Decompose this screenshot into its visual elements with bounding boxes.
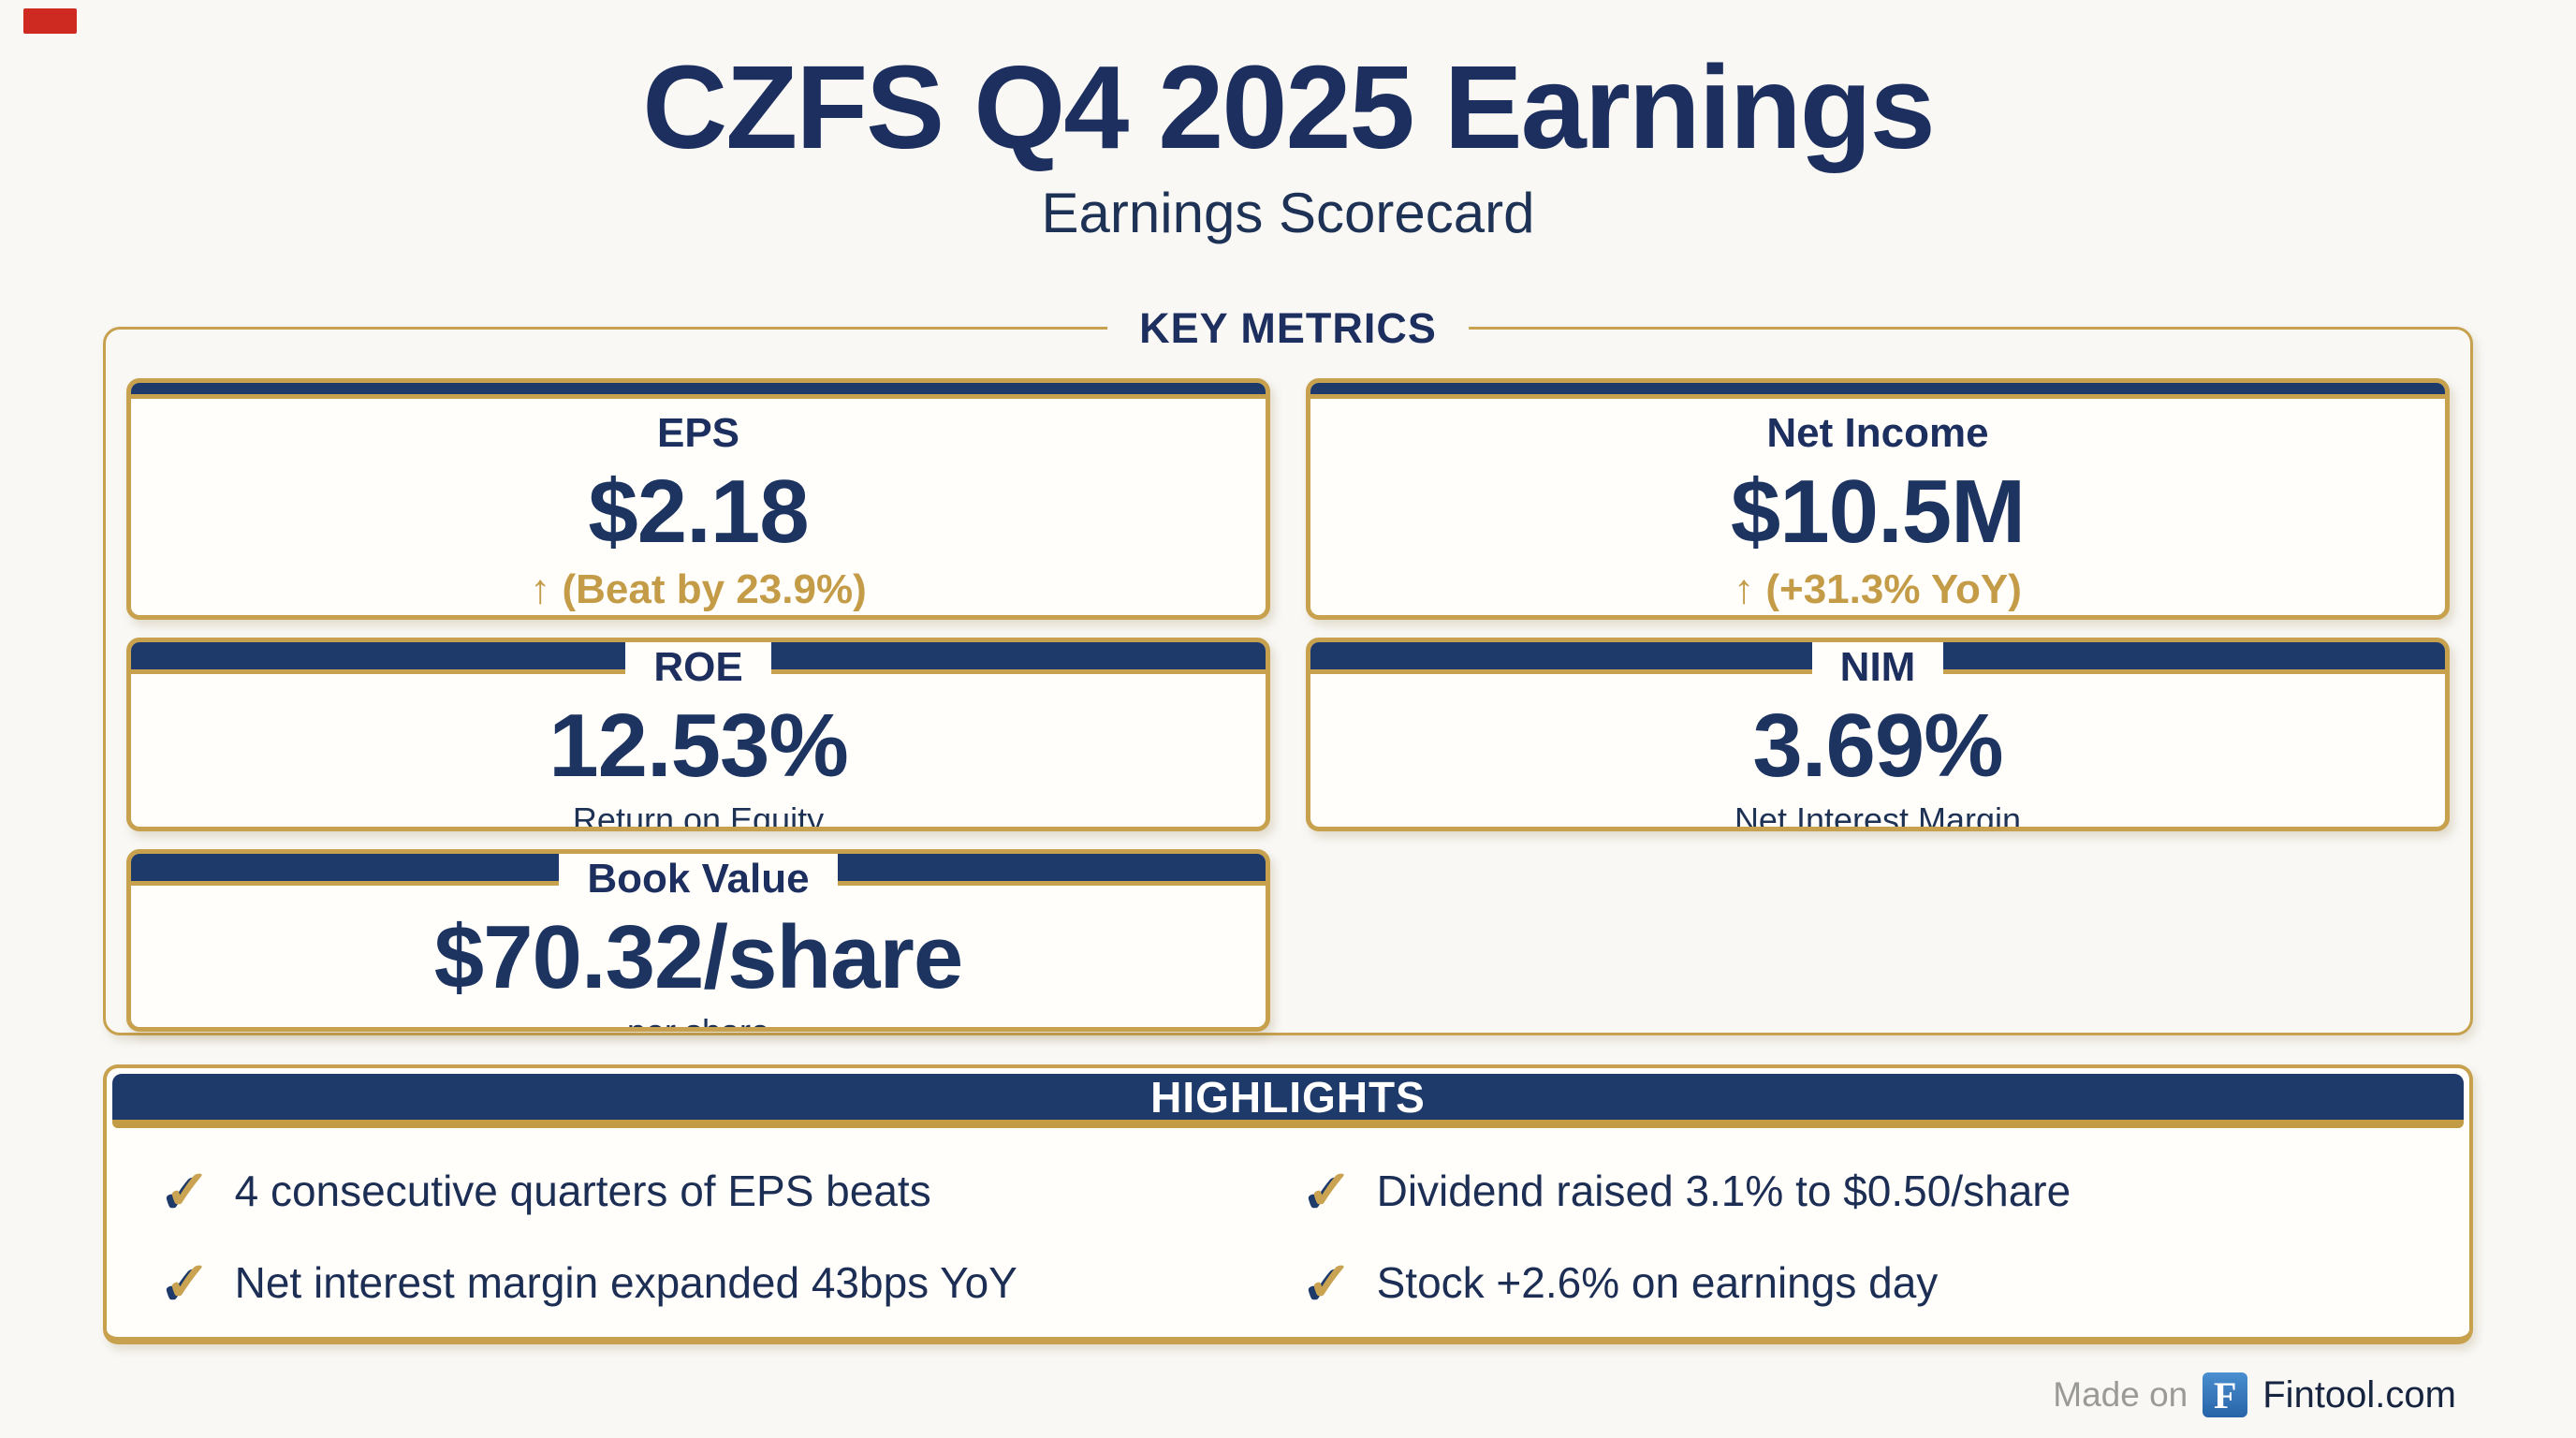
card-header-bar xyxy=(131,383,1266,400)
page-subtitle: Earnings Scorecard xyxy=(1041,182,1535,245)
metric-title: Book Value xyxy=(587,856,810,902)
fintool-site-label: Fintool.com xyxy=(2262,1373,2456,1416)
metric-subtext: ↑ (+31.3% YoY) xyxy=(1734,566,2022,613)
header-bar-segment xyxy=(837,854,1266,886)
metric-title: NIM xyxy=(1839,644,1916,690)
check-icon: ✓ xyxy=(1307,1252,1353,1313)
metric-card-nim: NIM 3.69% Net Interest Margin xyxy=(1306,638,2450,831)
card-header-bar: NIM xyxy=(1310,642,2445,695)
fintool-logo-icon: F xyxy=(2203,1372,2248,1417)
header-bar-segment xyxy=(770,642,1266,674)
highlight-text: Stock +2.6% on earnings day xyxy=(1376,1258,1939,1307)
metric-card-roe: ROE 12.53% Return on Equity xyxy=(126,638,1270,831)
red-mark xyxy=(23,8,77,34)
metric-card-book-value: Book Value $70.32/share per share xyxy=(126,849,1270,1032)
highlights-header-bar: HIGHLIGHTS xyxy=(112,1072,2464,1128)
header: CZFS Q4 2025 Earnings Earnings Scorecard xyxy=(0,0,2576,245)
check-icon: ✓ xyxy=(165,1160,211,1221)
metric-subtext: per share xyxy=(626,1011,770,1032)
highlight-item: ✓ Net interest margin expanded 43bps YoY xyxy=(165,1255,1279,1310)
check-icon: ✓ xyxy=(1307,1160,1353,1221)
metric-value: 12.53% xyxy=(549,696,849,796)
key-metrics-section: KEY METRICS EPS $2.18 ↑ (Beat by 23.9%) … xyxy=(103,302,2473,1035)
metric-subtext: Net Interest Margin xyxy=(1734,800,2022,831)
metric-title: ROE xyxy=(653,644,743,690)
highlight-text: Net interest margin expanded 43bps YoY xyxy=(234,1258,1017,1307)
highlight-item: ✓ 4 consecutive quarters of EPS beats xyxy=(165,1164,1279,1218)
highlights-grid: ✓ 4 consecutive quarters of EPS beats ✓ … xyxy=(107,1128,2469,1310)
metric-value: $2.18 xyxy=(588,462,809,563)
header-bar-segment xyxy=(1943,642,2445,674)
header-bar-segment xyxy=(131,642,626,674)
highlight-text: 4 consecutive quarters of EPS beats xyxy=(234,1167,931,1215)
highlight-text: Dividend raised 3.1% to $0.50/share xyxy=(1376,1167,2071,1215)
highlight-item: ✓ Stock +2.6% on earnings day xyxy=(1307,1255,2421,1310)
card-header-bar: Book Value xyxy=(131,854,1266,906)
key-metrics-label: KEY METRICS xyxy=(1107,302,1469,355)
metric-card-net-income: Net Income $10.5M ↑ (+31.3% YoY) xyxy=(1306,378,2450,620)
metric-subtext: ↑ (Beat by 23.9%) xyxy=(530,566,867,613)
metric-subtext: Return on Equity xyxy=(572,800,825,831)
metric-card-eps: EPS $2.18 ↑ (Beat by 23.9%) xyxy=(126,378,1270,620)
metric-value: $70.32/share xyxy=(433,907,963,1007)
card-header-bar: ROE xyxy=(131,642,1266,695)
made-on-label: Made on xyxy=(2053,1375,2188,1414)
metric-value: $10.5M xyxy=(1730,462,2026,563)
metric-title: Net Income xyxy=(1766,410,1989,457)
highlight-item: ✓ Dividend raised 3.1% to $0.50/share xyxy=(1307,1164,2421,1218)
highlights-label: HIGHLIGHTS xyxy=(1150,1072,1426,1122)
highlights-section: HIGHLIGHTS ✓ 4 consecutive quarters of E… xyxy=(103,1064,2473,1344)
metric-value: 3.69% xyxy=(1752,696,2003,796)
metrics-grid: EPS $2.18 ↑ (Beat by 23.9%) Net Income $… xyxy=(126,378,2450,1032)
header-bar-segment xyxy=(1310,642,1812,674)
header-bar-segment xyxy=(131,854,560,886)
check-icon: ✓ xyxy=(165,1252,211,1313)
metric-title: EPS xyxy=(656,410,740,457)
card-header-bar xyxy=(1310,383,2445,400)
page-title: CZFS Q4 2025 Earnings xyxy=(642,41,1936,173)
footer-attribution: Made on F Fintool.com xyxy=(2053,1372,2456,1417)
